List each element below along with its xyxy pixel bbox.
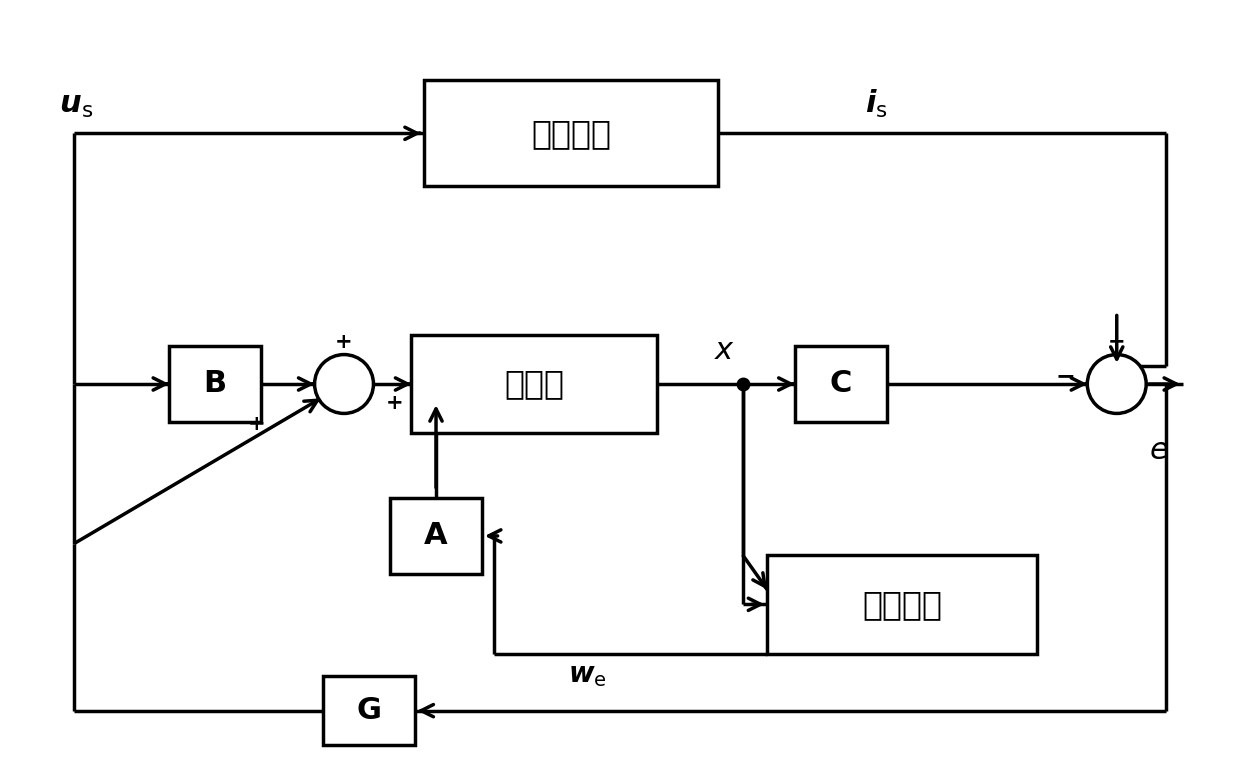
Text: $\boldsymbol{w}_{\rm e}$: $\boldsymbol{w}_{\rm e}$ [568, 661, 606, 689]
Text: $x$: $x$ [714, 336, 735, 365]
Text: 自适应率: 自适应率 [862, 588, 942, 621]
Text: $\boldsymbol{u}_{\rm s}$: $\boldsymbol{u}_{\rm s}$ [60, 91, 93, 120]
Text: +: + [335, 332, 353, 352]
Circle shape [1087, 355, 1146, 413]
Bar [169, 346, 262, 422]
Circle shape [315, 355, 373, 413]
Text: 积分器: 积分器 [505, 368, 564, 400]
Text: +: + [248, 414, 265, 434]
Text: +: + [386, 393, 403, 413]
Bar [322, 677, 414, 745]
Text: −: − [1055, 364, 1075, 389]
Text: B: B [203, 369, 227, 399]
Bar [768, 555, 1037, 654]
Text: G: G [356, 696, 381, 725]
Bar [795, 346, 887, 422]
Bar [391, 498, 482, 574]
Text: A: A [424, 521, 448, 551]
Text: $\boldsymbol{i}_{\rm s}$: $\boldsymbol{i}_{\rm s}$ [866, 88, 888, 120]
Text: +: + [1107, 332, 1126, 352]
Bar [424, 80, 718, 187]
Text: $e$: $e$ [1148, 436, 1168, 465]
Bar [412, 335, 657, 433]
Text: C: C [830, 369, 852, 399]
Text: 永磁电机: 永磁电机 [531, 117, 611, 150]
